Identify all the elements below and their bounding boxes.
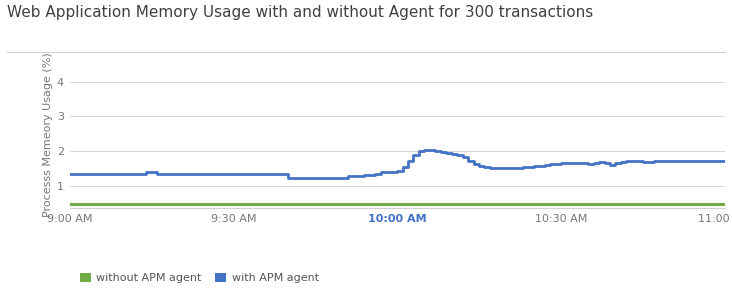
Y-axis label: Processs Memeory Usage (%): Processs Memeory Usage (%): [42, 52, 53, 217]
Text: Web Application Memory Usage with and without Agent for 300 transactions: Web Application Memory Usage with and wi…: [7, 5, 594, 20]
Legend: without APM agent, with APM agent: without APM agent, with APM agent: [75, 269, 323, 288]
